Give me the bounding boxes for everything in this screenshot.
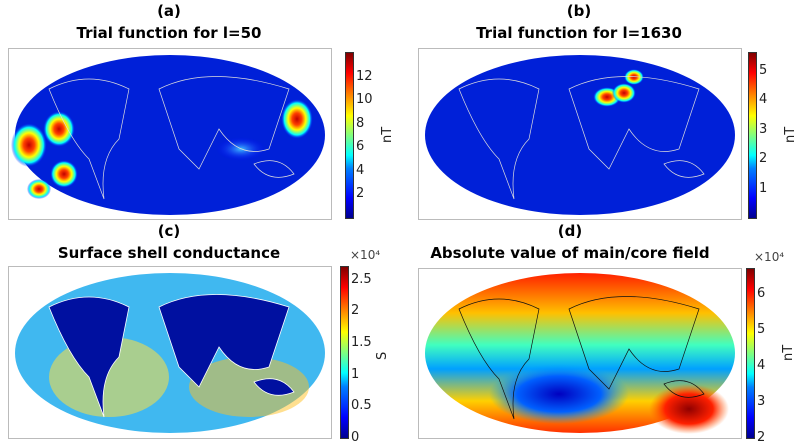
colorbar-tick-label: 6 (757, 286, 766, 302)
colorbar-tick-label: 2 (759, 151, 768, 167)
hotspot (43, 111, 75, 147)
colorbar-c (340, 266, 349, 439)
colorbar-unit-label: nT (781, 344, 796, 361)
map-b-svg (425, 55, 735, 215)
continents (48, 294, 295, 418)
colorbar-unit-label: nT (783, 126, 798, 143)
globe-b (425, 55, 735, 215)
colorbar-tick-label: 0.5 (351, 398, 372, 414)
colorbar-unit-label: nT (380, 126, 395, 143)
colorbar-d-multiplier: ×10⁴ (754, 250, 785, 264)
panel-c-title: Surface shell conductance (57, 244, 281, 262)
colorbar-c-multiplier: ×10⁴ (350, 248, 381, 262)
colorbar-tick-label: 1 (759, 180, 768, 196)
map-c (8, 266, 332, 439)
colorbar-tick-label: 4 (759, 92, 768, 108)
colorbar-tick-label: 2 (356, 186, 365, 202)
panel-b-letter: (b) (566, 2, 592, 20)
colorbar-unit-label: S (375, 351, 390, 360)
panel-a-title: Trial function for l=50 (76, 24, 262, 42)
colorbar-tick-label: 2 (351, 303, 360, 319)
hotspot (50, 160, 78, 188)
field-high (649, 384, 729, 434)
colorbar-tick-label: 5 (757, 322, 766, 338)
panel-d-title: Absolute value of main/core field (430, 244, 710, 262)
colorbar-tick-label: 2.5 (351, 271, 372, 287)
map-a-svg (11, 55, 325, 215)
map-a (8, 48, 332, 220)
ocean-conductance (189, 357, 309, 417)
coastlines (48, 76, 295, 200)
colorbar-tick-label: 2 (757, 430, 766, 445)
colorbar-a (345, 52, 354, 219)
colorbar-tick-label: 12 (356, 68, 373, 84)
colorbar-tick-label: 5 (759, 62, 768, 78)
map-c-svg (15, 273, 325, 433)
colorbar-tick-label: 3 (757, 394, 766, 410)
hotspot (281, 99, 313, 139)
map-d (418, 268, 742, 439)
coastlines (458, 76, 705, 200)
map-d-svg (425, 273, 735, 434)
hotspot (27, 179, 51, 199)
colorbar-b (748, 52, 757, 219)
south-atlantic-anomaly (489, 364, 629, 424)
colorbar-tick-label: 4 (757, 358, 766, 374)
colorbar-tick-label: 3 (759, 121, 768, 137)
panel-a-letter: (a) (157, 2, 181, 20)
coastlines (458, 296, 705, 420)
colorbar-tick-label: 4 (356, 162, 365, 178)
panel-d-letter: (d) (557, 222, 583, 240)
colorbar-d (746, 268, 755, 439)
colorbar-tick-label: 1.5 (351, 335, 372, 350)
colorbar-tick-label: 8 (356, 115, 365, 131)
colorbar-tick-label: 0 (351, 430, 360, 445)
colorbar-tick-label: 10 (356, 92, 373, 108)
map-b (418, 48, 742, 220)
globe-a (15, 55, 325, 215)
colorbar-tick-label: 6 (356, 139, 365, 155)
colorbar-tick-label: 1 (351, 366, 360, 382)
panel-c-letter: (c) (157, 222, 181, 240)
hotspot (612, 83, 636, 103)
panel-b-title: Trial function for l=1630 (476, 24, 682, 42)
hotspot (11, 123, 47, 167)
